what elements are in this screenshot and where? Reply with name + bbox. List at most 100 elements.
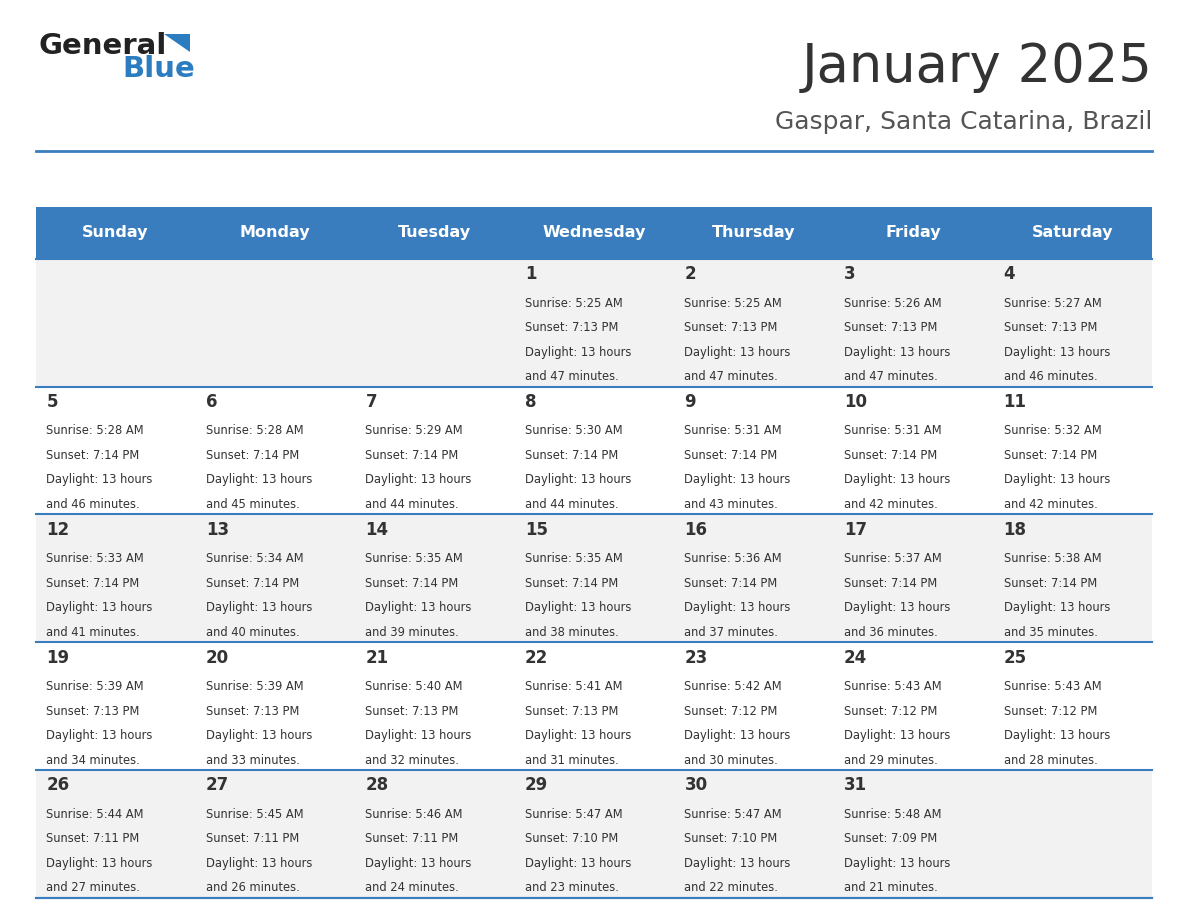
Text: Daylight: 13 hours: Daylight: 13 hours bbox=[366, 856, 472, 870]
Bar bbox=[674, 259, 833, 386]
Text: 22: 22 bbox=[525, 649, 548, 666]
Bar bbox=[833, 207, 993, 259]
Text: and 47 minutes.: and 47 minutes. bbox=[525, 370, 619, 383]
Text: Sunrise: 5:30 AM: Sunrise: 5:30 AM bbox=[525, 424, 623, 437]
Text: Sunset: 7:11 PM: Sunset: 7:11 PM bbox=[206, 833, 299, 845]
Text: Sunrise: 5:29 AM: Sunrise: 5:29 AM bbox=[366, 424, 463, 437]
Text: Daylight: 13 hours: Daylight: 13 hours bbox=[1004, 729, 1110, 742]
Text: Saturday: Saturday bbox=[1032, 225, 1113, 241]
Text: Sunrise: 5:43 AM: Sunrise: 5:43 AM bbox=[843, 680, 942, 693]
Bar bbox=[514, 386, 674, 514]
Text: Sunrise: 5:48 AM: Sunrise: 5:48 AM bbox=[843, 808, 941, 821]
Text: 7: 7 bbox=[366, 393, 377, 411]
Text: Sunrise: 5:39 AM: Sunrise: 5:39 AM bbox=[46, 680, 144, 693]
Text: 28: 28 bbox=[366, 777, 388, 794]
Text: 5: 5 bbox=[46, 393, 58, 411]
Text: January 2025: January 2025 bbox=[802, 41, 1152, 94]
Text: Sunrise: 5:26 AM: Sunrise: 5:26 AM bbox=[843, 297, 942, 309]
Text: and 44 minutes.: and 44 minutes. bbox=[525, 498, 619, 511]
Text: Daylight: 13 hours: Daylight: 13 hours bbox=[843, 856, 950, 870]
Text: and 37 minutes.: and 37 minutes. bbox=[684, 626, 778, 639]
Text: Sunrise: 5:31 AM: Sunrise: 5:31 AM bbox=[684, 424, 782, 437]
Text: Sunset: 7:14 PM: Sunset: 7:14 PM bbox=[843, 449, 937, 462]
Bar bbox=[355, 207, 514, 259]
Bar bbox=[514, 770, 674, 898]
Text: Sunset: 7:14 PM: Sunset: 7:14 PM bbox=[46, 449, 139, 462]
Text: Sunset: 7:13 PM: Sunset: 7:13 PM bbox=[843, 321, 937, 334]
Text: and 45 minutes.: and 45 minutes. bbox=[206, 498, 299, 511]
Text: Daylight: 13 hours: Daylight: 13 hours bbox=[684, 601, 791, 614]
Text: Tuesday: Tuesday bbox=[398, 225, 470, 241]
Bar bbox=[36, 514, 195, 643]
Text: Sunrise: 5:27 AM: Sunrise: 5:27 AM bbox=[1004, 297, 1101, 309]
Text: and 43 minutes.: and 43 minutes. bbox=[684, 498, 778, 511]
Text: Wednesday: Wednesday bbox=[542, 225, 646, 241]
Text: and 32 minutes.: and 32 minutes. bbox=[366, 754, 460, 767]
Text: Sunset: 7:13 PM: Sunset: 7:13 PM bbox=[525, 704, 618, 718]
Text: Sunrise: 5:34 AM: Sunrise: 5:34 AM bbox=[206, 553, 303, 565]
Text: Sunrise: 5:31 AM: Sunrise: 5:31 AM bbox=[843, 424, 942, 437]
Text: 23: 23 bbox=[684, 649, 708, 666]
Text: Blue: Blue bbox=[122, 55, 195, 84]
Text: Sunset: 7:11 PM: Sunset: 7:11 PM bbox=[366, 833, 459, 845]
Text: and 44 minutes.: and 44 minutes. bbox=[366, 498, 459, 511]
Text: Daylight: 13 hours: Daylight: 13 hours bbox=[206, 729, 312, 742]
Bar bbox=[514, 514, 674, 643]
Text: Daylight: 13 hours: Daylight: 13 hours bbox=[525, 474, 631, 487]
Text: Daylight: 13 hours: Daylight: 13 hours bbox=[206, 474, 312, 487]
Bar bbox=[195, 770, 355, 898]
Bar bbox=[514, 259, 674, 386]
Text: Sunrise: 5:36 AM: Sunrise: 5:36 AM bbox=[684, 553, 782, 565]
Text: Daylight: 13 hours: Daylight: 13 hours bbox=[684, 346, 791, 359]
Bar bbox=[514, 643, 674, 770]
Text: General: General bbox=[38, 32, 166, 61]
Text: 3: 3 bbox=[843, 265, 855, 284]
Text: and 23 minutes.: and 23 minutes. bbox=[525, 881, 619, 894]
Bar bbox=[195, 514, 355, 643]
Bar bbox=[195, 207, 355, 259]
Text: Sunrise: 5:44 AM: Sunrise: 5:44 AM bbox=[46, 808, 144, 821]
Text: and 24 minutes.: and 24 minutes. bbox=[366, 881, 459, 894]
Text: 16: 16 bbox=[684, 521, 708, 539]
Text: and 34 minutes.: and 34 minutes. bbox=[46, 754, 140, 767]
Text: and 35 minutes.: and 35 minutes. bbox=[1004, 626, 1098, 639]
Bar bbox=[833, 514, 993, 643]
Text: and 31 minutes.: and 31 minutes. bbox=[525, 754, 619, 767]
Text: Sunrise: 5:47 AM: Sunrise: 5:47 AM bbox=[525, 808, 623, 821]
Text: Sunset: 7:12 PM: Sunset: 7:12 PM bbox=[684, 704, 778, 718]
Text: Sunrise: 5:38 AM: Sunrise: 5:38 AM bbox=[1004, 553, 1101, 565]
Bar bbox=[833, 259, 993, 386]
Text: Daylight: 13 hours: Daylight: 13 hours bbox=[525, 601, 631, 614]
Text: Sunset: 7:13 PM: Sunset: 7:13 PM bbox=[366, 704, 459, 718]
Bar bbox=[36, 770, 195, 898]
Text: and 28 minutes.: and 28 minutes. bbox=[1004, 754, 1098, 767]
Text: Sunset: 7:13 PM: Sunset: 7:13 PM bbox=[1004, 321, 1097, 334]
Text: Sunrise: 5:39 AM: Sunrise: 5:39 AM bbox=[206, 680, 303, 693]
Text: 17: 17 bbox=[843, 521, 867, 539]
Bar bbox=[36, 259, 195, 386]
Text: Sunset: 7:14 PM: Sunset: 7:14 PM bbox=[206, 449, 299, 462]
Text: and 39 minutes.: and 39 minutes. bbox=[366, 626, 459, 639]
Text: 11: 11 bbox=[1004, 393, 1026, 411]
Text: Sunrise: 5:32 AM: Sunrise: 5:32 AM bbox=[1004, 424, 1101, 437]
Text: Sunset: 7:14 PM: Sunset: 7:14 PM bbox=[366, 577, 459, 589]
Text: 14: 14 bbox=[366, 521, 388, 539]
Text: 31: 31 bbox=[843, 777, 867, 794]
Text: Daylight: 13 hours: Daylight: 13 hours bbox=[366, 474, 472, 487]
Bar bbox=[514, 207, 674, 259]
Bar bbox=[674, 770, 833, 898]
Text: and 40 minutes.: and 40 minutes. bbox=[206, 626, 299, 639]
Text: Sunrise: 5:40 AM: Sunrise: 5:40 AM bbox=[366, 680, 463, 693]
Text: Sunset: 7:14 PM: Sunset: 7:14 PM bbox=[684, 577, 778, 589]
Text: Daylight: 13 hours: Daylight: 13 hours bbox=[843, 601, 950, 614]
Bar bbox=[195, 259, 355, 386]
Text: Sunset: 7:14 PM: Sunset: 7:14 PM bbox=[46, 577, 139, 589]
Text: and 42 minutes.: and 42 minutes. bbox=[1004, 498, 1098, 511]
Text: Sunset: 7:14 PM: Sunset: 7:14 PM bbox=[525, 449, 618, 462]
Text: Sunset: 7:13 PM: Sunset: 7:13 PM bbox=[684, 321, 778, 334]
Bar bbox=[195, 386, 355, 514]
Text: Sunset: 7:14 PM: Sunset: 7:14 PM bbox=[1004, 577, 1097, 589]
Bar bbox=[833, 770, 993, 898]
Text: 25: 25 bbox=[1004, 649, 1026, 666]
Text: Daylight: 13 hours: Daylight: 13 hours bbox=[206, 601, 312, 614]
